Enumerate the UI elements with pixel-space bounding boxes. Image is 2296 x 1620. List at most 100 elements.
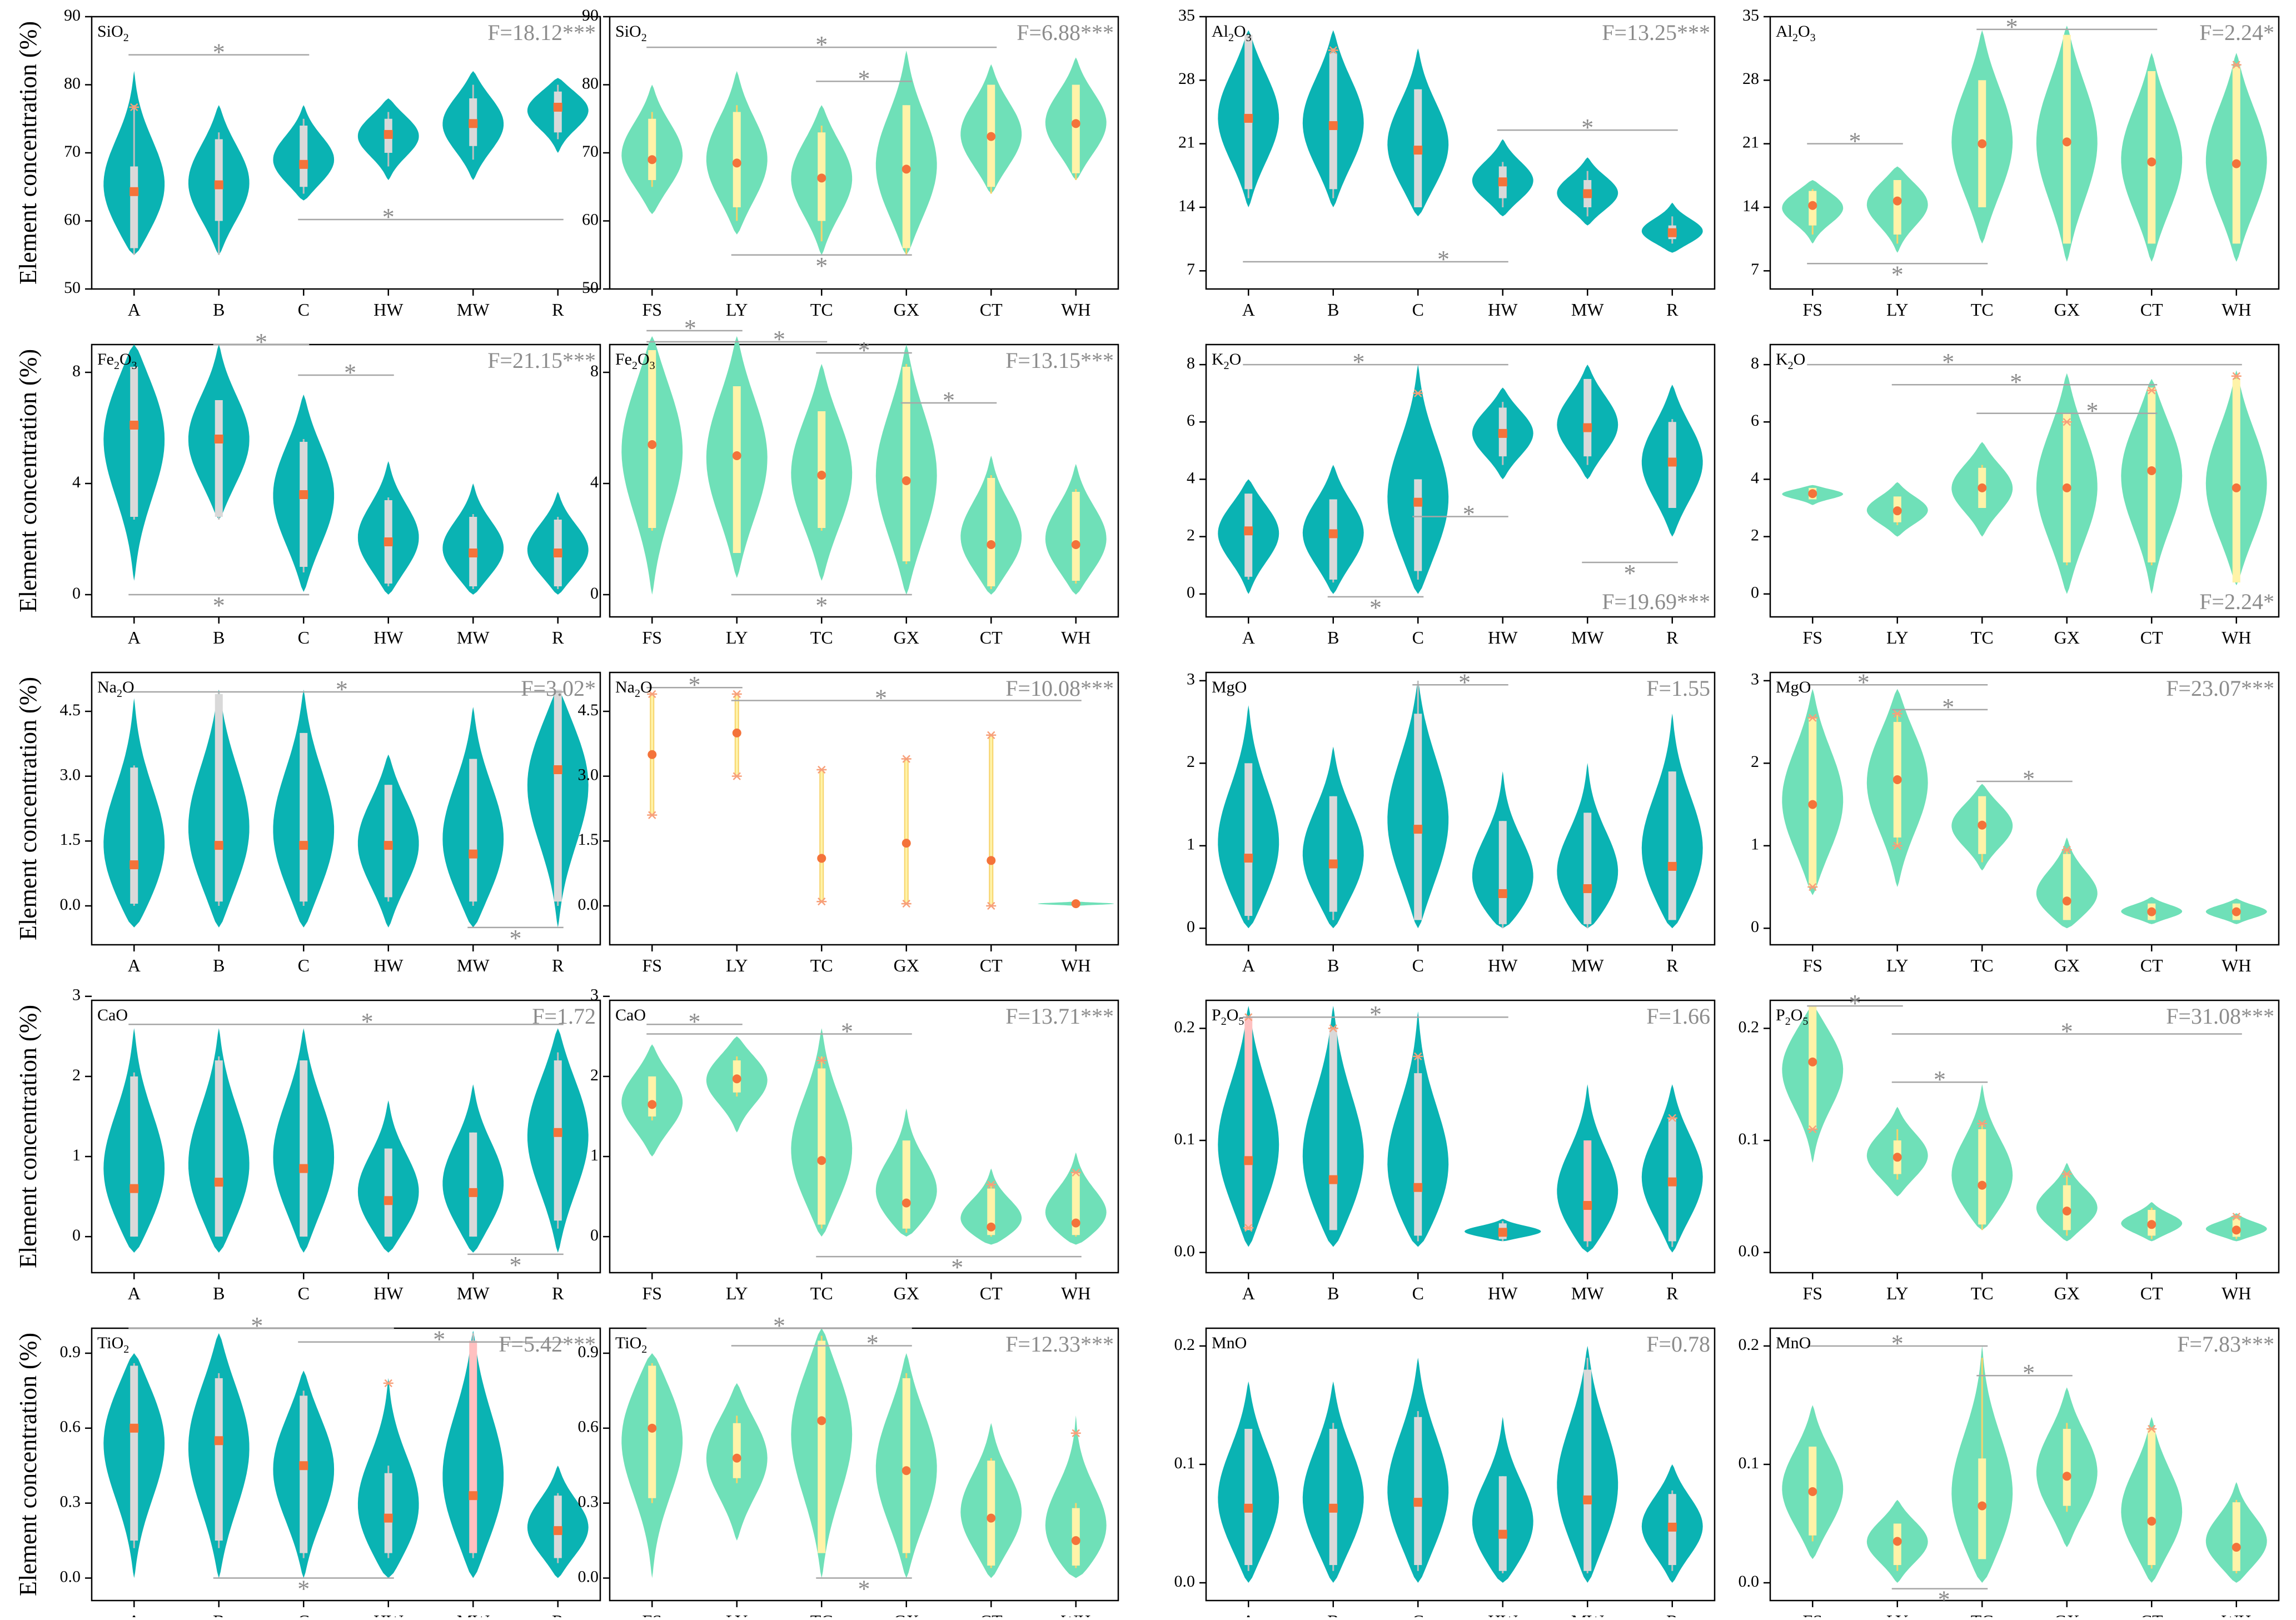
outlier-marker xyxy=(2061,846,2072,854)
mean-marker xyxy=(214,841,223,850)
mean-marker xyxy=(732,1074,741,1084)
violin-C xyxy=(273,105,335,201)
violin-R xyxy=(1641,1464,1703,1583)
outlier-marker xyxy=(901,755,912,763)
panel-title: SiO2 xyxy=(97,22,129,44)
violin-A xyxy=(103,1353,165,1578)
significance-star: * xyxy=(1891,1330,1904,1357)
x-tick-label: C xyxy=(1412,1283,1424,1303)
box xyxy=(733,1423,741,1478)
outlier-marker xyxy=(1977,1119,1988,1128)
y-tick-label: 0 xyxy=(72,1226,81,1244)
x-tick-label: MW xyxy=(1571,627,1604,647)
violin-FS xyxy=(1782,689,1844,895)
box xyxy=(300,442,308,567)
outlier-marker xyxy=(816,765,827,774)
significance-star: * xyxy=(361,1008,373,1035)
violin-TC xyxy=(791,1028,853,1237)
x-tick-label: A xyxy=(1242,1611,1255,1617)
y-tick-label: 0.9 xyxy=(60,1343,81,1361)
outlier-marker xyxy=(1328,1024,1338,1033)
x-tick-label: WH xyxy=(1061,1611,1090,1617)
box xyxy=(904,758,909,905)
y-tick-label: 3.0 xyxy=(60,766,81,784)
significance-star: * xyxy=(773,326,785,353)
f-statistic: F=31.08*** xyxy=(2166,1004,2274,1029)
x-tick-label: GX xyxy=(2054,1283,2080,1303)
x-tick-label: CT xyxy=(980,955,1003,975)
x-tick-label: HW xyxy=(373,1611,404,1617)
significance-star: * xyxy=(815,252,828,280)
x-tick-label: HW xyxy=(1488,300,1518,320)
violin-TC xyxy=(1951,784,2013,871)
mean-marker xyxy=(1498,177,1507,187)
panel-title: Al2O3 xyxy=(1776,22,1816,44)
violin-CT xyxy=(2121,1202,2183,1242)
box xyxy=(1329,1028,1337,1230)
violin-C xyxy=(1387,48,1449,217)
outlier-marker xyxy=(731,772,742,780)
x-tick-label: CT xyxy=(980,627,1003,647)
violin-GX xyxy=(875,1353,937,1578)
x-tick-label: A xyxy=(128,627,141,647)
violin-HW xyxy=(1472,139,1533,217)
mean-marker xyxy=(2062,1207,2071,1216)
f-statistic: F=5.42*** xyxy=(499,1332,596,1357)
violin-WH xyxy=(2205,1212,2267,1242)
x-tick-label: CT xyxy=(980,1611,1003,1617)
mean-marker xyxy=(130,1184,139,1193)
x-tick-label: R xyxy=(1666,955,1679,975)
significance-star: * xyxy=(841,1018,853,1045)
significance-star: * xyxy=(1942,694,1954,721)
x-tick-label: TC xyxy=(1971,955,1994,975)
panel-title: P2O5 xyxy=(1776,1006,1808,1028)
box xyxy=(300,1395,308,1553)
box xyxy=(902,367,910,561)
panel-7: 0 2 4 6 8 A B C HW MW R * * * * K2O F=19.69*** xyxy=(1187,343,1716,647)
violin-HW xyxy=(1472,1417,1533,1583)
box xyxy=(2232,66,2240,244)
y-tick-label: 35 xyxy=(1742,6,1759,24)
x-tick-label: MW xyxy=(1571,955,1604,975)
y-tick-label: 0.0 xyxy=(578,895,599,914)
mean-marker xyxy=(1071,1536,1080,1546)
violin-B xyxy=(1302,30,1364,207)
mean-marker xyxy=(1667,228,1677,237)
outlier-marker xyxy=(1070,1429,1081,1437)
violin-B xyxy=(1302,1381,1364,1583)
violin-CT xyxy=(960,1423,1022,1578)
significance-star: * xyxy=(255,328,267,356)
box xyxy=(2232,1502,2240,1571)
violin-GX xyxy=(2036,373,2098,594)
box xyxy=(733,386,741,553)
y-tick-label: 8 xyxy=(1187,354,1195,372)
mean-marker xyxy=(1892,196,1902,206)
mean-marker xyxy=(1892,1537,1902,1546)
outlier-marker xyxy=(129,103,140,112)
violin-WH xyxy=(1045,1152,1107,1245)
x-tick-label: FS xyxy=(1802,1611,1822,1617)
violin-body xyxy=(1045,1415,1107,1578)
significance-star: * xyxy=(1581,114,1593,141)
violin-MW xyxy=(1557,1346,1618,1583)
y-tick-label: 0.0 xyxy=(60,1567,81,1586)
violin-WH xyxy=(2205,1482,2267,1583)
panel-title: Fe2O3 xyxy=(615,350,655,372)
significance-star: * xyxy=(1437,246,1450,273)
mean-marker xyxy=(1667,457,1677,467)
x-tick-label: GX xyxy=(894,300,919,320)
x-tick-label: GX xyxy=(2054,955,2080,975)
panel-title: Al2O3 xyxy=(1212,22,1252,44)
violin-MW xyxy=(442,483,504,595)
box xyxy=(215,400,223,517)
mean-marker xyxy=(732,158,741,168)
y-tick-label: 0.1 xyxy=(1739,1454,1760,1472)
box xyxy=(1072,492,1080,581)
mean-marker xyxy=(1978,820,1987,830)
outlier-marker xyxy=(986,901,997,910)
significance-star: * xyxy=(2023,765,2035,792)
x-tick-label: B xyxy=(1327,1283,1339,1303)
box xyxy=(1498,1476,1507,1571)
y-tick-label: 28 xyxy=(1178,69,1195,88)
